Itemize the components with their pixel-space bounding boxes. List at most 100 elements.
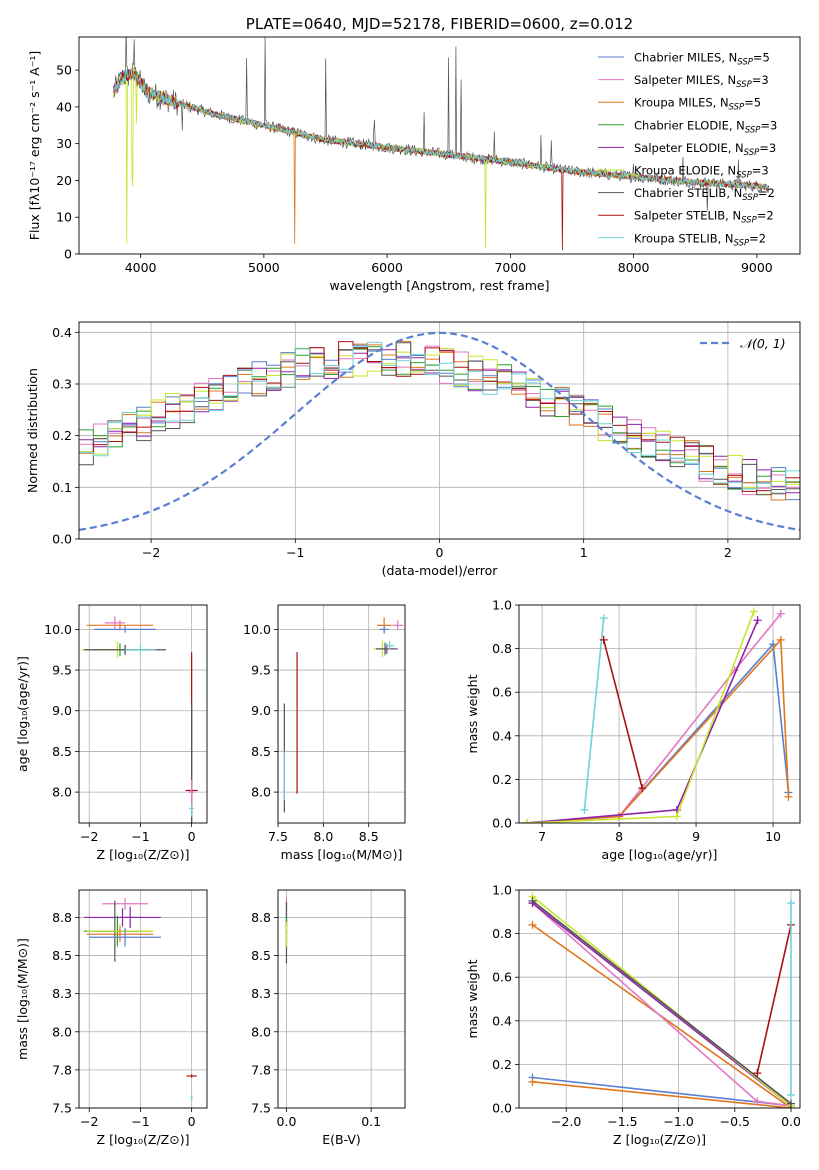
mass-weight-point [776,635,785,644]
mass-weight-point [599,614,608,623]
age_vs_Z-panel: −2 −1 0 8.0 8.5 9.0 9.5 10.0 Z [log₁₀(Z/Z⊙)] age … [15,604,208,862]
mass-weight-point [753,1069,762,1078]
gaussian-curve [79,331,800,531]
mass_vs_ebv-panel: 0.0 0.1 7.5 7.8 8.0 8.3 8.5 8.8 E(B-V) [251,889,406,1147]
mw_vs_Z-ytick-label: 0.4 [492,1013,512,1028]
mw_vs_age-xtick-label: 8 [615,829,623,844]
age_vs_mass-ytick-label: 8.0 [251,785,271,800]
mass_vs_Z-frame [78,889,208,1109]
mass-weight-point [787,1090,796,1099]
mw_vs_Z-plot-area [528,892,796,1108]
legend-entry: Kroupa STELIB, NSSP=2 [634,231,766,248]
mw_vs_Z-frame [518,889,801,1109]
mw_vs_Z-xlabel: Z [log₁₀(Z/Z⊙)] [613,1132,706,1147]
mass-weight-point [528,896,537,905]
age_vs_Z-xtick-label: −2 [80,829,98,844]
mass-weight-point [749,607,758,616]
age_vs_Z-ytick-label: 8.0 [52,785,72,800]
mass_vs_ebv-xlabel: E(B-V) [322,1132,361,1147]
mass-weight-line-kroupa-elodie [531,895,792,1107]
age_vs_Z-xlabel: Z [log₁₀(Z/Z⊙)] [97,847,190,862]
age_vs_Z-frame [78,604,208,824]
mass_vs_Z-xtick-label: −1 [131,1114,149,1129]
spectrum-ytick-label: 30 [56,136,72,151]
mass_vs_Z-ylabel: mass [log₁₀(M/M⊙)] [15,938,30,1060]
mass-weight-point [672,812,681,821]
mw_vs_Z-ytick-label: 0.6 [492,970,512,985]
mass_vs_ebv-ytick-label: 8.5 [251,948,271,963]
mw_vs_Z-xtick-label: 0.0 [781,1114,801,1129]
residuals-ytick-label: 0.1 [52,480,72,495]
mass_vs_Z-ytick-label: 8.0 [52,1024,72,1039]
legend-entry: Salpeter MILES, NSSP=3 [634,73,769,90]
age_vs_mass-panel: 7.5 8.0 8.5 8.0 8.5 9.0 9.5 10.0 mass [log₁₀(M/M… [243,604,406,862]
mw_vs_age-ytick-label: 0.2 [492,772,512,787]
mass-weight-point [528,920,537,929]
legend-entry: Kroupa MILES, NSSP=5 [634,96,761,113]
mass_vs_ebv-xtick-label: 0.1 [361,1114,381,1129]
age_vs_mass-xtick-label: 7.5 [268,829,288,844]
mass-weight-line-salpeter-stelib [602,639,643,789]
spectrum-xtick-label: 8000 [618,260,650,275]
spectrum-xlabel: wavelength [Angstrom, rest frame] [329,278,549,293]
residuals-ytick-label: 0.2 [52,428,72,443]
mw_vs_age-xtick-label: 7 [538,829,546,844]
age_vs_mass-plot-area [283,617,404,813]
legend-entry: Kroupa ELODIE, NSSP=3 [634,164,769,181]
age_vs_mass-ytick-label: 9.0 [251,703,271,718]
mass-weight-point [528,1077,537,1086]
mass_vs_Z-panel: −2 −1 0 7.5 7.8 8.0 8.3 8.5 8.8 Z [log₁₀(Z/Z⊙)] ma… [15,889,208,1147]
mass_vs_ebv-frame [277,889,406,1109]
mass_vs_ebv-ytick-label: 7.5 [251,1101,271,1116]
age_vs_Z-ylabel: age [log₁₀(age/yr)] [15,656,30,772]
mass-weight-point [776,609,785,618]
age_vs_Z-plot-area [81,616,198,823]
age_vs_Z-ytick-label: 9.5 [52,663,72,678]
spectrum-frame [78,36,801,255]
age_vs_mass-frame [277,604,406,824]
age_vs_mass-ytick-label: 10.0 [243,622,271,637]
spectrum-xtick-label: 4000 [125,260,157,275]
age_vs_Z-xtick-label: 0 [188,829,196,844]
mass-weight-line-salpeter-elodie [526,619,759,823]
mass-weight-line-kroupa-miles [532,924,793,1108]
residuals-xtick-label: 2 [724,545,732,560]
legend-entry: Salpeter STELIB, NSSP=2 [634,209,774,226]
mass_vs_Z-ytick-label: 8.3 [52,986,72,1001]
mw_vs_age-ylabel: mass weight [465,674,480,753]
residuals-legend: 𝒩(0, 1) [700,336,786,351]
histogram-salpeter-stelib [79,341,800,495]
mw_vs_age-ytick-label: 0.8 [492,641,512,656]
histogram-kroupa-stelib [79,341,800,494]
residuals-ytick-label: 0.4 [52,325,72,340]
mass_vs_ebv-xtick-label: 0.0 [277,1114,297,1129]
spectrum-xtick-label: 6000 [371,260,403,275]
mass-weight-point [769,640,778,649]
mw_vs_Z-ytick-label: 1.0 [492,883,512,898]
mw_vs_age-ytick-label: 0.6 [492,685,512,700]
mass_vs_ebv-ytick-label: 8.0 [251,1024,271,1039]
mass_vs_Z-ytick-label: 8.8 [52,910,72,925]
mass_vs_Z-ytick-label: 7.8 [52,1062,72,1077]
spectrum-xtick-label: 7000 [494,260,526,275]
mass-weight-point [787,899,796,908]
spectrum-series-kroupa-stelib [113,67,770,191]
mw_vs_Z-ytick-label: 0.2 [492,1057,512,1072]
residuals-ytick-label: 0.3 [52,377,72,392]
spectrum-ytick-label: 40 [56,99,72,114]
mw_vs_age-ytick-label: 0.0 [492,816,512,831]
legend-entry: Salpeter ELODIE, NSSP=3 [634,141,776,158]
mw_vs_age-xtick-label: 10 [765,829,781,844]
mw_vs_Z-xtick-label: −2.0 [551,1114,581,1129]
mw_vs_Z-ylabel: mass weight [465,959,480,1038]
spectrum-series-salpeter-stelib [113,68,769,251]
histogram-salpeter-elodie [79,349,800,494]
mw_vs_Z-xtick-label: −1.0 [663,1114,693,1129]
spectrum-ytick-label: 50 [56,63,72,78]
mw_vs_age-xlabel: age [log₁₀(age/yr)] [602,847,718,862]
mass-weight-line-chabrier-miles [526,642,790,823]
mass-weight-line-kroupa-miles [526,637,790,823]
mw_vs_age-ytick-label: 1.0 [492,598,512,613]
legend-entry: Chabrier MILES, NSSP=5 [634,51,770,68]
